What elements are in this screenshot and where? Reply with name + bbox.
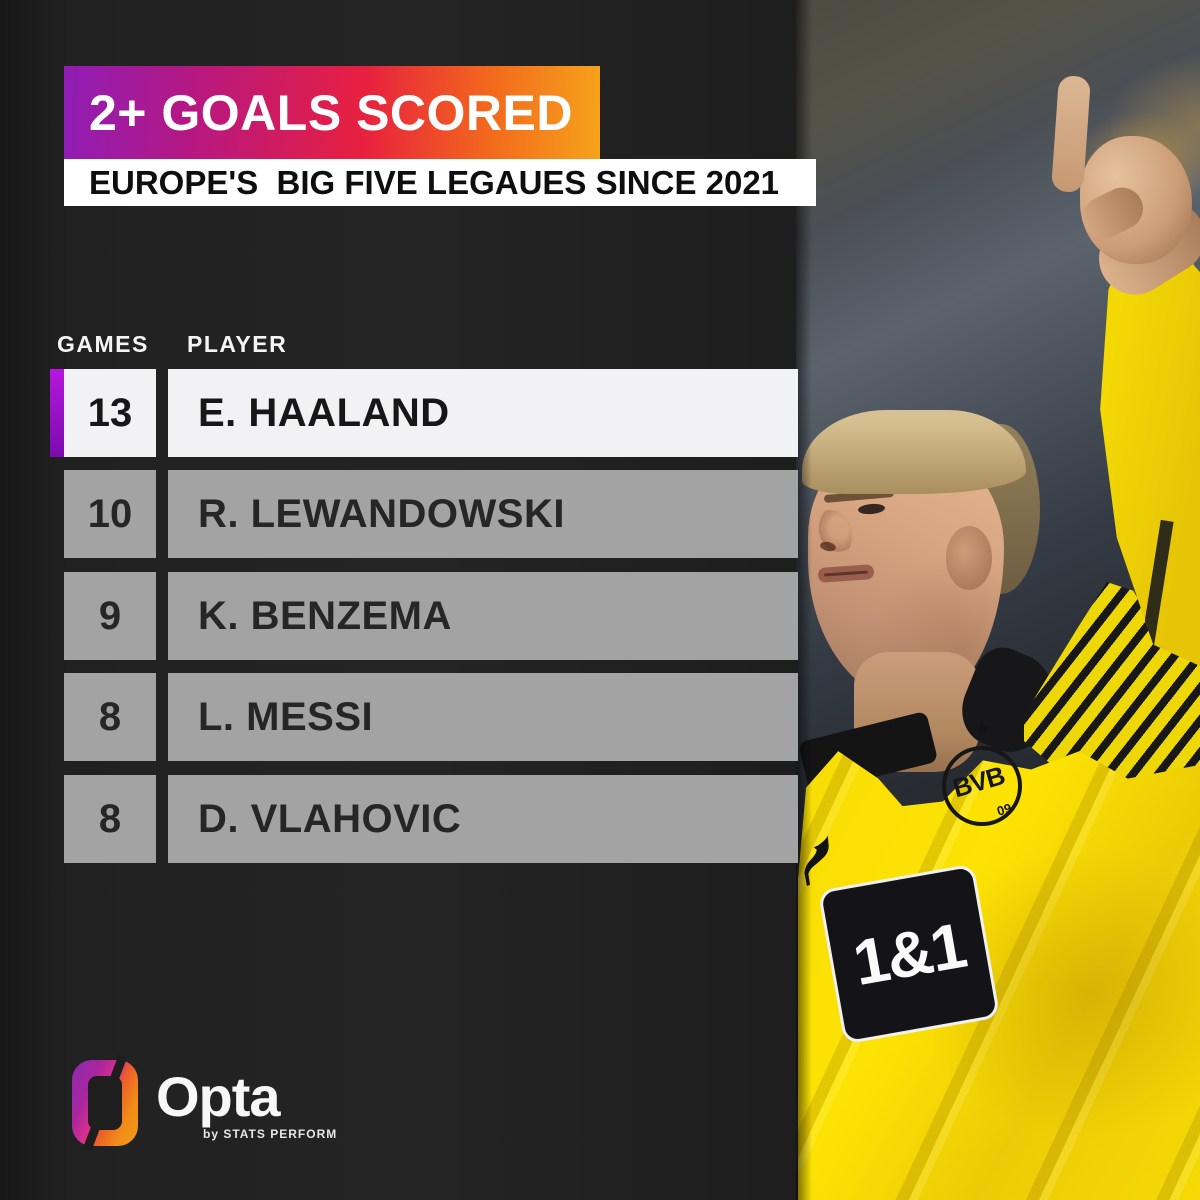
subtitle-banner: EUROPE'S BIG FIVE LEGAUES SINCE 2021: [64, 159, 816, 206]
games-cell: 8: [64, 673, 156, 761]
opta-logo-name: Opta: [156, 1065, 281, 1128]
player-cell: L. MESSI: [168, 673, 798, 761]
column-header-player: PLAYER: [187, 331, 288, 357]
table-row-haaland: 13 E. HAALAND: [50, 369, 798, 457]
table-row-vlahovic: 8 D. VLAHOVIC: [50, 775, 798, 863]
highlight-accent-bar: [50, 369, 64, 457]
player-hair: [802, 410, 1026, 494]
table-row-lewandowski: 10 R. LEWANDOWSKI: [50, 470, 798, 558]
puma-logo-icon: [798, 834, 832, 894]
player-photo: ★ BVB 09 1&1: [796, 0, 1200, 1200]
games-cell: 8: [64, 775, 156, 863]
player-cell: D. VLAHOVIC: [168, 775, 798, 863]
photo-left-shadow: [796, 0, 812, 1200]
title-banner: 2+ GOALS SCORED: [64, 66, 600, 159]
opta-logo-icon: [72, 1060, 138, 1146]
bvb-badge: BVB 09: [942, 746, 1022, 826]
games-cell: 9: [64, 572, 156, 660]
games-cell: 10: [64, 470, 156, 558]
column-header-games: GAMES: [57, 331, 149, 357]
table-row-messi: 8 L. MESSI: [50, 673, 798, 761]
table-row-benzema: 9 K. BENZEMA: [50, 572, 798, 660]
games-cell: 13: [64, 369, 156, 457]
bvb-badge-star: ★: [973, 718, 991, 740]
player-cell: R. LEWANDOWSKI: [168, 470, 798, 558]
player-cell: E. HAALAND: [168, 369, 798, 457]
player-cell: K. BENZEMA: [168, 572, 798, 660]
opta-logo-tagline: by STATS PERFORM: [203, 1127, 338, 1141]
